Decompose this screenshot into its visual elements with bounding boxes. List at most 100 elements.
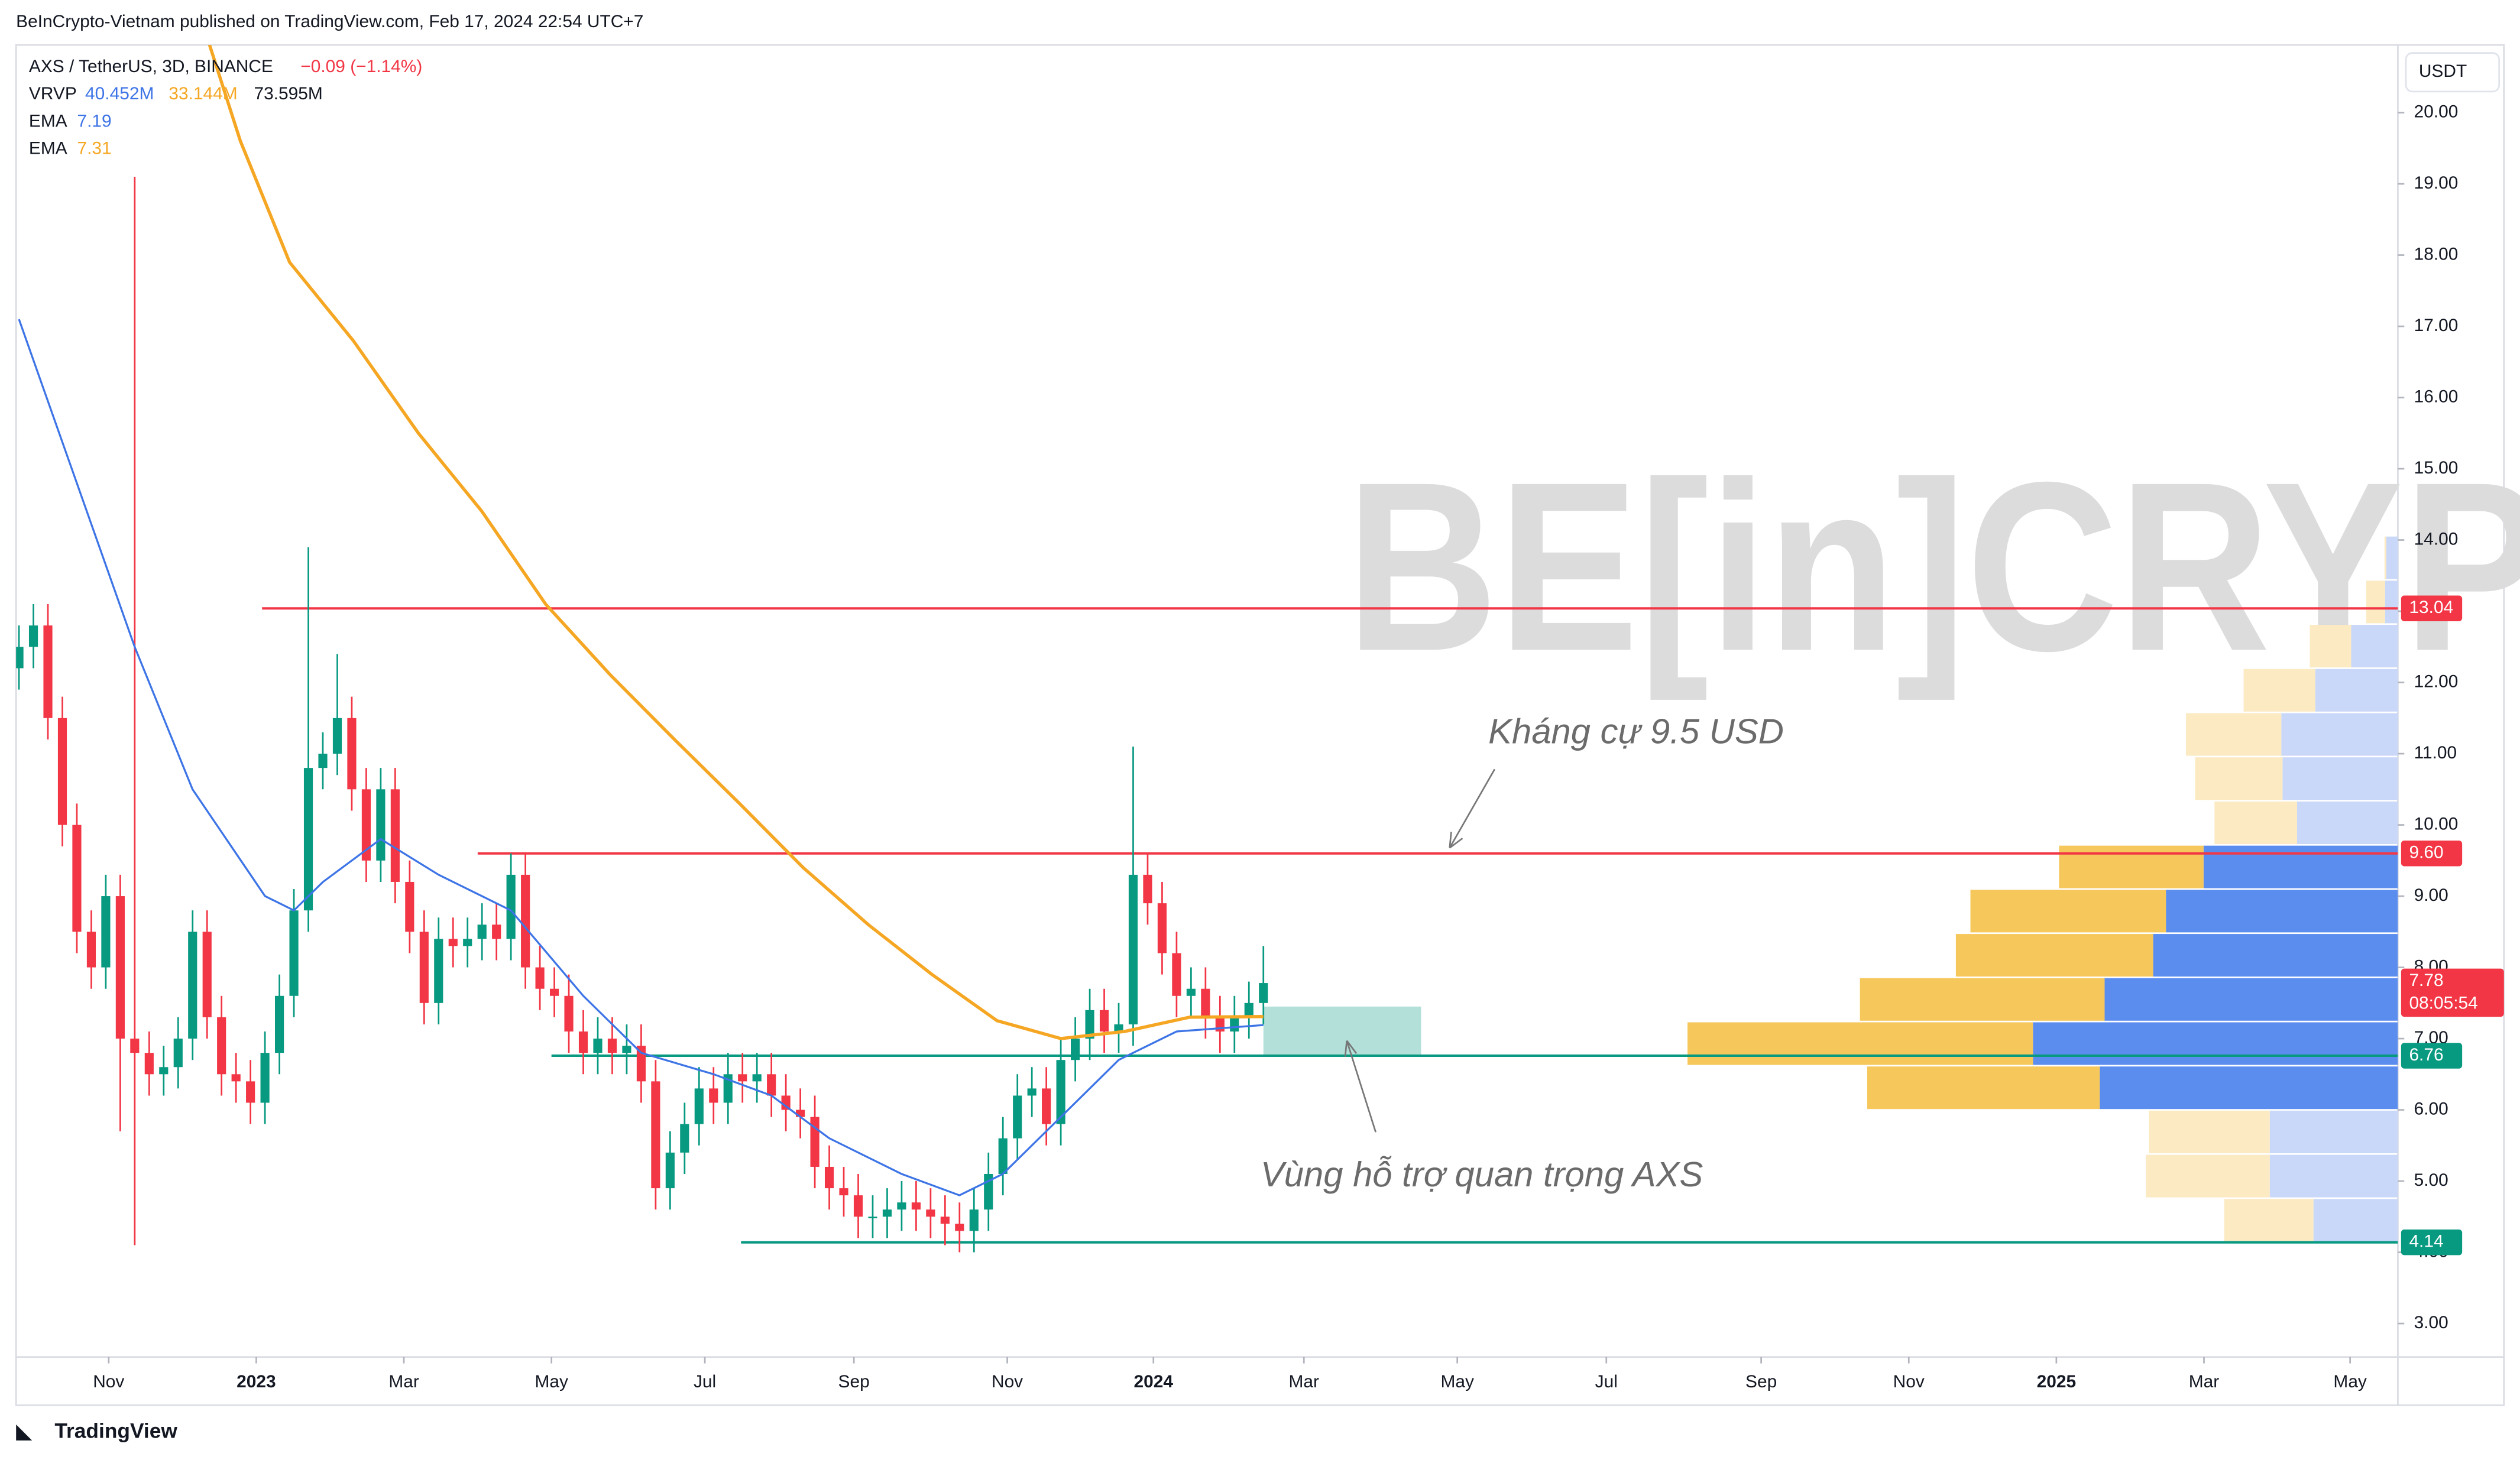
candle-body <box>1042 1088 1051 1124</box>
candle-body <box>839 1188 848 1196</box>
candle-body <box>477 924 487 939</box>
candle-body <box>767 1074 776 1096</box>
indicator-value: 33.144M <box>169 84 237 103</box>
candle-body <box>535 967 545 989</box>
candle-body <box>636 1046 646 1082</box>
candle-body <box>1027 1088 1036 1096</box>
y-tick-label: 6.00 <box>2414 1099 2448 1118</box>
candle-body <box>1143 874 1152 904</box>
legend-value: 7.19 <box>77 111 111 131</box>
volume-up <box>2282 757 2398 800</box>
y-tick-label: 12.00 <box>2414 672 2459 691</box>
x-tick-label: 2025 <box>2037 1372 2076 1391</box>
candle-body <box>1172 953 1181 996</box>
candle-body <box>246 1081 255 1103</box>
candle-body <box>1186 988 1196 996</box>
candle-body <box>694 1088 704 1124</box>
candle-body <box>390 789 400 882</box>
x-tick-label: 2023 <box>237 1372 276 1391</box>
candle-body <box>955 1224 964 1231</box>
candle-body <box>1128 874 1138 1024</box>
currency-button[interactable] <box>2405 52 2500 93</box>
candle-body <box>607 1039 617 1053</box>
volume-down <box>1867 1066 2100 1110</box>
candle-body <box>1201 988 1210 1017</box>
price-tag <box>2401 841 2463 867</box>
x-tick-label: Nov <box>1893 1372 1925 1391</box>
volume-down <box>2214 801 2297 844</box>
candle-body <box>665 1152 675 1189</box>
candle-body <box>940 1217 950 1224</box>
candle-body <box>318 754 328 768</box>
indicator-value: 73.595M <box>254 84 322 103</box>
volume-up <box>2315 669 2398 712</box>
candle-body <box>101 896 111 968</box>
arrow <box>1344 1040 1377 1133</box>
volume-up <box>2100 1066 2398 1110</box>
y-tick-label: 18.00 <box>2414 244 2459 264</box>
volume-down <box>2149 1110 2270 1153</box>
candle-body <box>57 718 67 825</box>
candle-body <box>115 896 125 1039</box>
volume-up <box>2281 713 2398 756</box>
x-tick-label: Jul <box>1595 1372 1618 1391</box>
candle-body <box>231 1074 241 1082</box>
candle-body <box>144 1053 154 1075</box>
chart-title: AXS / TetherUS, 3D, BINANCE <box>29 57 273 76</box>
volume-down <box>2186 713 2282 756</box>
candle-body <box>824 1166 834 1189</box>
volume-up <box>2296 801 2398 844</box>
annotation: Kháng cự 9.5 USD <box>1488 711 1784 751</box>
candle-body <box>1157 903 1167 953</box>
x-tick-label: Mar <box>1289 1372 1320 1391</box>
candle-body <box>260 1053 270 1103</box>
candle-body <box>1259 983 1268 1003</box>
candle-body <box>419 932 429 1003</box>
currency[interactable]: USDT <box>2419 61 2467 81</box>
volume-down <box>2243 669 2315 712</box>
x-tick-label: Mar <box>2189 1372 2220 1391</box>
candle-body <box>16 647 24 669</box>
candle-body <box>1085 1010 1094 1039</box>
y-tick-label: 10.00 <box>2414 814 2459 833</box>
candle-body <box>289 910 299 996</box>
candle-body <box>521 874 530 968</box>
candle-body <box>217 1017 226 1075</box>
volume-down <box>2366 580 2385 624</box>
candle-body <box>448 939 458 946</box>
candle-body <box>911 1202 921 1210</box>
candle-body <box>275 995 284 1053</box>
candle-body <box>463 939 472 946</box>
candle-body <box>1056 1060 1065 1124</box>
candle-body <box>593 1039 603 1053</box>
frame <box>15 44 2505 1406</box>
indicator-name: VRVP <box>29 84 77 103</box>
candle-body <box>361 789 371 861</box>
price-tag-label: 13.04 <box>2409 598 2453 617</box>
volume-down <box>1955 934 2153 977</box>
candle-body <box>72 825 82 932</box>
x-tick-label: May <box>535 1372 568 1391</box>
volume-down <box>2384 536 2386 579</box>
x-tick-label: May <box>2333 1372 2367 1391</box>
y-tick-label: 20.00 <box>2414 102 2459 121</box>
candle-body <box>853 1195 863 1217</box>
price-tag <box>2401 1229 2463 1256</box>
candle-body <box>781 1095 791 1110</box>
candle-body <box>926 1209 935 1217</box>
legend-value: 7.31 <box>77 139 111 158</box>
candle-body <box>202 932 212 1017</box>
arrow <box>1449 768 1496 849</box>
volume-up <box>2385 580 2398 624</box>
candle-body <box>897 1202 906 1210</box>
x-tick-label: Sep <box>1745 1372 1777 1391</box>
candle-body <box>159 1067 169 1075</box>
candle-body <box>578 1031 588 1053</box>
candle-body <box>188 932 197 1039</box>
volume-up <box>2166 890 2398 933</box>
volume-down <box>1687 1022 2033 1065</box>
candle-body <box>998 1138 1008 1175</box>
x-tick-label: Jul <box>694 1372 716 1391</box>
